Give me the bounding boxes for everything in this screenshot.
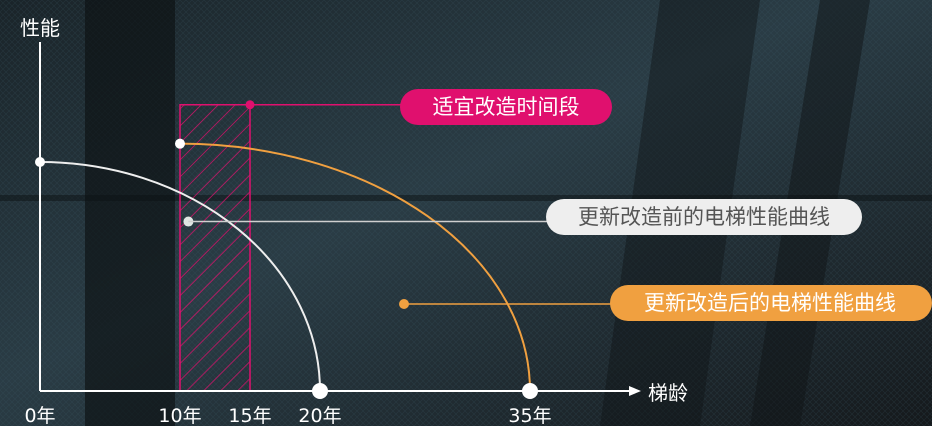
after-curve-line xyxy=(179,142,531,392)
x-tick-label: 0年 xyxy=(24,405,55,426)
x-tick-label: 15年 xyxy=(228,405,271,426)
x-tick-labels: 0年 10年 15年 20年 35年 xyxy=(24,405,551,426)
y-axis-label: 性能 xyxy=(20,16,60,40)
curve-start-point xyxy=(35,157,45,167)
before-curve-label-text: 更新改造前的电梯性能曲线 xyxy=(578,205,830,229)
x-tick-label: 10年 xyxy=(158,405,201,426)
after-curve-label-text: 更新改造后的电梯性能曲线 xyxy=(644,291,896,315)
x-axis-label: 梯龄 xyxy=(648,381,688,405)
x-tick-label: 35年 xyxy=(508,405,551,426)
before-curve-label: 更新改造前的电梯性能曲线 xyxy=(546,199,862,235)
highlight-region xyxy=(179,100,402,392)
x-tick-label: 20年 xyxy=(298,405,341,426)
highlight-label-text: 适宜改造时间段 xyxy=(433,95,580,119)
curve-end-point xyxy=(522,383,538,399)
highlight-rect xyxy=(179,104,251,392)
highlight-marker xyxy=(245,100,255,110)
curve-end-point xyxy=(312,383,328,399)
curve-start-point xyxy=(175,138,185,149)
series-curves xyxy=(35,138,538,399)
before-curve-line xyxy=(39,161,321,392)
x-axis-arrowhead xyxy=(629,386,641,396)
after-curve-label: 更新改造后的电梯性能曲线 xyxy=(610,285,932,321)
highlight-label: 适宜改造时间段 xyxy=(400,89,612,125)
